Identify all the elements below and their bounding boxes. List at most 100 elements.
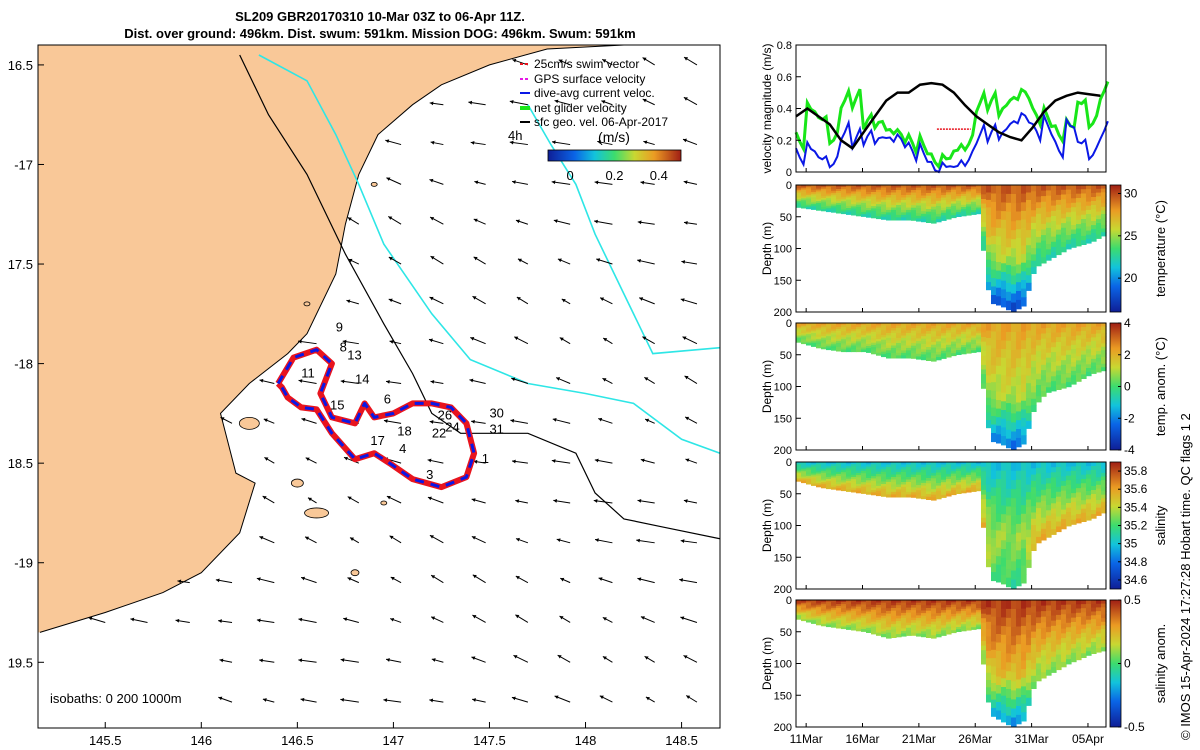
heat-cell	[841, 185, 847, 188]
velocity-arrowhead	[389, 340, 394, 344]
heat-cell	[1001, 263, 1007, 273]
heat-cell	[941, 207, 947, 211]
heat-cell	[1086, 185, 1092, 190]
velocity-arrowhead	[514, 336, 519, 341]
heat-cell	[916, 208, 922, 212]
heat-cell	[821, 620, 827, 623]
heat-cell	[1056, 199, 1062, 206]
heat-cell	[966, 627, 972, 631]
heat-cell	[831, 467, 837, 471]
heat-cell	[891, 205, 897, 209]
heat-cell	[1031, 210, 1037, 218]
heat-cell	[1041, 201, 1047, 208]
heat-cell	[826, 601, 832, 605]
heat-cell	[906, 627, 912, 631]
heat-cell	[1041, 212, 1047, 219]
heat-cell	[1001, 514, 1007, 524]
velocity-arrowhead	[644, 656, 649, 660]
heat-cell	[1036, 396, 1042, 403]
heat-cell	[876, 627, 882, 631]
heat-cell	[1066, 484, 1072, 490]
heat-cell	[1016, 661, 1022, 672]
heat-cell	[831, 469, 837, 473]
heat-cell	[991, 478, 997, 488]
heat-cell	[941, 333, 947, 337]
heat-cell	[971, 191, 977, 194]
heat-cell	[856, 333, 862, 336]
heat-cell	[1091, 362, 1097, 367]
heat-cell	[966, 191, 972, 195]
heat-cell	[1021, 539, 1027, 549]
heat-cell	[1001, 634, 1007, 645]
heat-cell	[991, 470, 997, 480]
heat-cell	[876, 185, 882, 188]
heat-cell	[1071, 644, 1077, 649]
heat-cell	[996, 374, 1002, 384]
heat-cell	[911, 487, 917, 491]
heat-cell	[1021, 254, 1027, 264]
velocity-arrowhead	[390, 576, 395, 581]
heat-cell	[876, 485, 882, 489]
heat-cell	[961, 475, 967, 478]
heat-cell	[1071, 185, 1077, 190]
heat-cell	[901, 335, 907, 339]
heat-cell	[871, 347, 877, 350]
heat-cell	[961, 340, 967, 344]
heat-cell	[1026, 529, 1032, 538]
heat-cell	[1021, 357, 1027, 367]
heat-cell	[931, 481, 937, 485]
velocity-arrowhead	[556, 377, 561, 381]
heat-cell	[1026, 260, 1032, 269]
heat-cell	[951, 189, 957, 193]
heat-cell	[921, 618, 927, 622]
colorbar-label: temperature (°C)	[1153, 200, 1168, 297]
heat-cell	[821, 467, 827, 470]
heat-cell	[936, 341, 942, 345]
heat-cell	[946, 197, 952, 201]
heat-cell	[916, 472, 922, 476]
y-tick-label: 0	[786, 167, 792, 179]
heat-cell	[886, 207, 892, 211]
heat-cell	[851, 627, 857, 631]
velocity-arrowhead	[429, 698, 434, 703]
velocity-arrowhead	[347, 217, 352, 221]
heat-cell	[871, 462, 877, 465]
heat-cell	[801, 194, 807, 197]
heat-cell	[1031, 386, 1037, 393]
heat-cell	[906, 625, 912, 629]
heat-cell	[1051, 462, 1057, 468]
heat-cell	[821, 345, 827, 348]
heat-cell	[886, 489, 892, 493]
heat-cell	[1081, 350, 1087, 356]
velocity-arrowhead	[556, 538, 561, 543]
heat-cell	[891, 602, 897, 606]
heat-cell	[1011, 717, 1017, 728]
heat-cell	[866, 604, 872, 608]
heat-cell	[881, 610, 887, 614]
heat-cell	[821, 334, 827, 337]
heat-cell	[886, 484, 892, 488]
heat-cell	[936, 469, 942, 474]
heat-cell	[806, 340, 812, 343]
heat-cell	[1021, 470, 1027, 480]
heat-cell	[991, 624, 997, 634]
velocity-arrowhead	[472, 615, 477, 619]
heat-cell	[926, 203, 932, 207]
heat-cell	[951, 471, 957, 475]
panel-frame	[795, 461, 1107, 590]
heat-cell	[1026, 282, 1032, 291]
heat-cell	[816, 465, 822, 468]
heat-cell	[1066, 350, 1072, 356]
heat-cell	[916, 628, 922, 632]
heat-cell	[861, 482, 867, 485]
heat-cell	[936, 187, 942, 191]
heat-cell	[976, 610, 982, 613]
heat-cell	[1086, 603, 1092, 609]
heat-cell	[891, 486, 897, 490]
heat-cell	[1056, 516, 1062, 523]
velocity-arrowhead	[471, 419, 475, 424]
heat-cell	[866, 618, 872, 622]
heat-cell	[816, 186, 822, 190]
heat-cell	[841, 486, 847, 490]
